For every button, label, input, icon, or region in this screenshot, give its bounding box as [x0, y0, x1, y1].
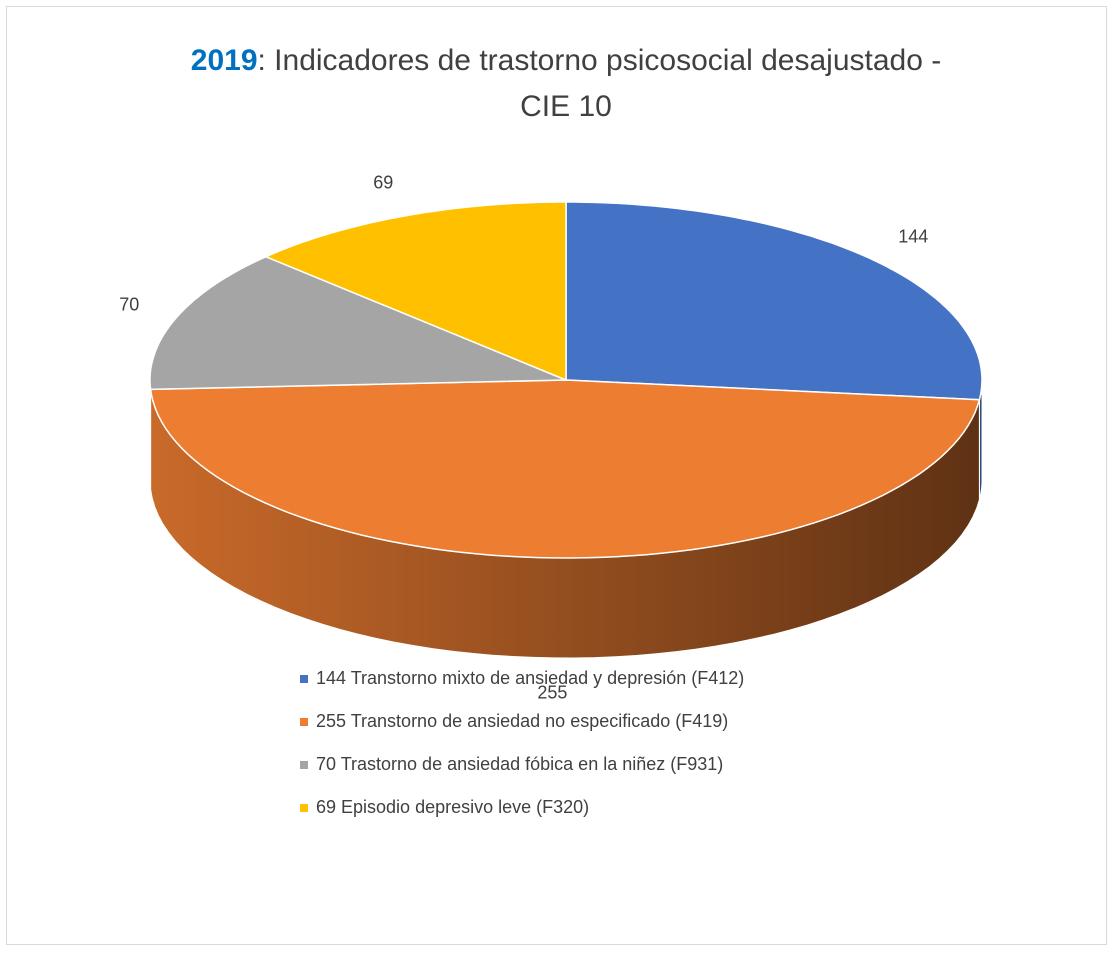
chart-title-line2: CIE 10 — [520, 90, 612, 123]
legend-label: 144 Transtorno mixto de ansiedad y depre… — [316, 668, 744, 688]
slice — [149, 255, 567, 391]
legend-label: 70 Trastorno de ansiedad fóbica en la ni… — [316, 754, 723, 774]
data-label: 69 — [373, 172, 393, 192]
legend-swatch — [300, 718, 308, 726]
data-label: 70 — [119, 294, 139, 314]
slice — [565, 201, 983, 401]
title-text: : Indicadores de trastorno psicosocial d… — [258, 44, 942, 77]
data-label: 144 — [898, 226, 928, 246]
legend-swatch — [300, 675, 308, 683]
data-label: 255 — [537, 682, 567, 702]
legend-swatch — [300, 761, 308, 769]
legend-label: 255 Transtorno de ansiedad no especifica… — [316, 711, 728, 731]
legend-swatch — [300, 804, 308, 812]
legend-label: 69 Episodio depresivo leve (F320) — [316, 797, 589, 817]
chart-title: 2019: Indicadores de trastorno psicosoci… — [191, 44, 941, 77]
title-year: 2019 — [191, 44, 258, 77]
slice-side — [149, 380, 152, 490]
slice — [149, 379, 981, 559]
slice — [263, 201, 567, 382]
